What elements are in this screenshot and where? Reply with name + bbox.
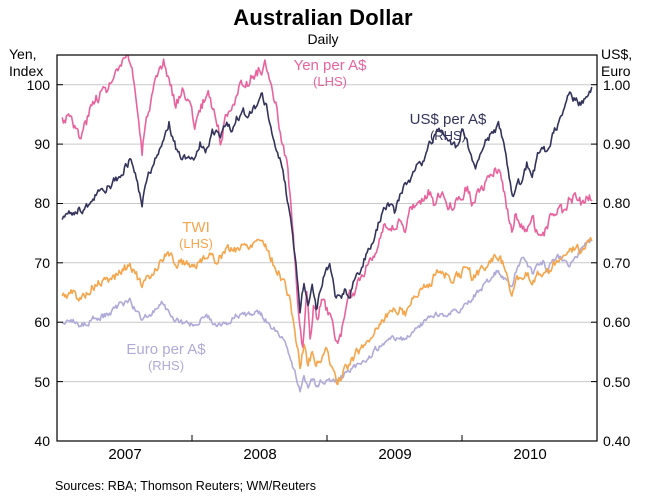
y-axis-label-left: 50 xyxy=(34,374,50,390)
y-axis-label-right: 0.60 xyxy=(603,314,631,330)
series-label-yen-per-a-: Yen per A$ (LHS) xyxy=(293,57,367,90)
y-axis-label-right: 0.90 xyxy=(603,136,631,152)
x-axis-label: 2007 xyxy=(108,446,142,463)
series-label-euro-per-a-: Euro per A$ (RHS) xyxy=(126,341,206,374)
series-label-axis-note: (RHS) xyxy=(147,358,185,373)
y-axis-label-right: 0.80 xyxy=(603,195,631,211)
y-axis-label-left: 70 xyxy=(34,255,50,271)
x-axis-label: 2009 xyxy=(378,446,412,463)
series-line-euro-per-a- xyxy=(61,239,593,393)
left-axis-unit-label: Yen, Index xyxy=(9,46,43,80)
series-label-text: Euro per A$ xyxy=(126,341,206,358)
series-label-axis-note: (RHS) xyxy=(429,128,467,143)
series-label-text: TWI xyxy=(182,219,210,236)
y-axis-label-left: 100 xyxy=(26,77,50,93)
left-axis-unit-line1: Yen, xyxy=(9,46,37,62)
y-axis-label-left: 40 xyxy=(34,433,50,449)
y-axis-label-left: 90 xyxy=(34,136,50,152)
series-label-twi: TWI (LHS) xyxy=(179,219,213,252)
y-axis-label-right: 0.70 xyxy=(603,255,631,271)
series-label-text: Yen per A$ xyxy=(293,57,367,74)
y-axis-label-left: 80 xyxy=(34,195,50,211)
x-axis-label: 2010 xyxy=(513,446,547,463)
source-note: Sources: RBA; Thomson Reuters; WM/Reuter… xyxy=(55,479,316,493)
y-axis-label-right: 1.00 xyxy=(603,77,631,93)
y-axis-label-right: 0.50 xyxy=(603,374,631,390)
chart-subtitle: Daily xyxy=(307,31,339,47)
y-axis-label-left: 60 xyxy=(34,314,50,330)
y-axis-label-right: 0.40 xyxy=(603,433,631,449)
chart-title: Australian Dollar xyxy=(233,5,413,30)
series-line-us-per-a- xyxy=(61,86,593,314)
series-line-yen-per-a- xyxy=(61,55,593,348)
series-line-twi xyxy=(61,236,593,386)
series-label-axis-note: (LHS) xyxy=(313,74,347,89)
right-axis-unit-label: US$, Euro xyxy=(601,46,645,80)
series-label-axis-note: (LHS) xyxy=(179,236,213,251)
right-axis-unit-line1: US$, xyxy=(601,46,633,62)
x-axis-label: 2008 xyxy=(243,446,277,463)
right-axis-unit-line2: Euro xyxy=(601,63,631,79)
left-axis-unit-line2: Index xyxy=(9,63,44,79)
series-label-us-per-a-: US$ per A$ (RHS) xyxy=(409,111,487,144)
series-label-text: US$ per A$ xyxy=(409,111,487,128)
